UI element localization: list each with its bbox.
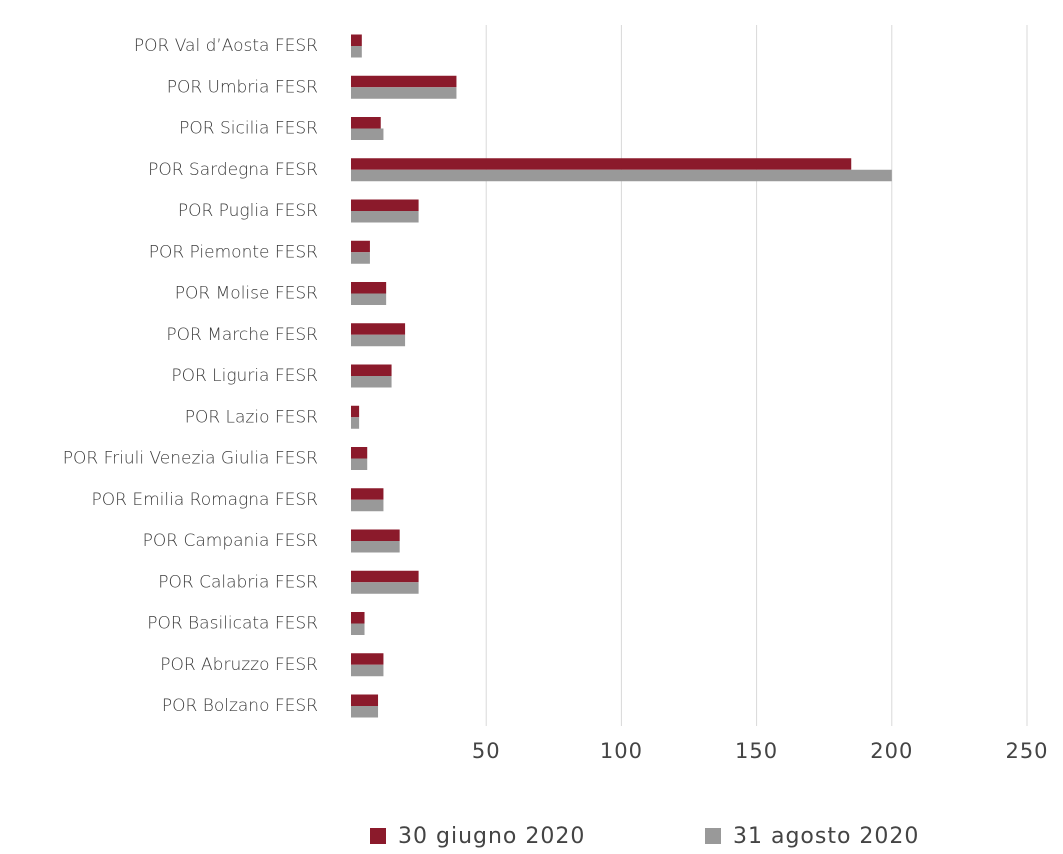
bar bbox=[351, 323, 406, 335]
bar bbox=[351, 87, 457, 99]
bar bbox=[351, 541, 400, 553]
bar bbox=[351, 664, 384, 677]
bar bbox=[351, 334, 406, 347]
category-label: POR Sicilia FESR bbox=[179, 119, 318, 139]
bar bbox=[351, 499, 384, 512]
bar bbox=[351, 488, 384, 500]
category-label: POR Bolzano FESR bbox=[162, 696, 318, 716]
category-label: POR Sardegna FESR bbox=[148, 160, 318, 180]
bar bbox=[351, 211, 419, 223]
category-label: POR Emilia Romagna FESR bbox=[92, 490, 319, 510]
bar bbox=[351, 694, 379, 706]
bar bbox=[351, 199, 419, 211]
category-label: POR Liguria FESR bbox=[171, 366, 318, 386]
bar bbox=[351, 282, 387, 294]
category-label: POR Abruzzo FESR bbox=[160, 655, 318, 675]
x-tick-label: 200 bbox=[870, 739, 913, 763]
bar bbox=[351, 458, 368, 470]
bar bbox=[351, 612, 365, 624]
bar bbox=[351, 623, 365, 635]
bar bbox=[351, 75, 457, 88]
category-label: POR Piemonte FESR bbox=[149, 242, 318, 262]
category-label: POR Umbria FESR bbox=[167, 77, 318, 97]
legend-swatch bbox=[705, 828, 721, 844]
bar bbox=[351, 447, 368, 459]
bar bbox=[351, 252, 370, 264]
category-label: POR Calabria FESR bbox=[158, 572, 318, 592]
bar bbox=[351, 169, 892, 182]
bar bbox=[351, 417, 360, 429]
bar bbox=[351, 34, 362, 46]
bar bbox=[351, 293, 387, 305]
category-label: POR Molise FESR bbox=[175, 284, 318, 304]
bar bbox=[351, 529, 400, 541]
legend-swatch bbox=[370, 828, 386, 844]
legend-label: 31 agosto 2020 bbox=[733, 824, 919, 849]
legend-label: 30 giugno 2020 bbox=[398, 824, 585, 849]
bar bbox=[351, 706, 379, 718]
bar bbox=[351, 46, 362, 58]
category-label: POR Campania FESR bbox=[143, 531, 318, 551]
category-label: POR Marche FESR bbox=[166, 325, 318, 345]
bar bbox=[351, 128, 384, 140]
bar bbox=[351, 376, 392, 388]
category-label: POR Val d’Aosta FESR bbox=[134, 36, 318, 56]
bar bbox=[351, 582, 419, 594]
category-label: POR Basilicata FESR bbox=[147, 614, 318, 634]
bar bbox=[351, 364, 392, 376]
bar bbox=[351, 158, 852, 170]
x-tick-label: 250 bbox=[1005, 739, 1048, 763]
bar bbox=[351, 570, 419, 583]
bar bbox=[351, 240, 370, 253]
x-tick-label: 50 bbox=[472, 739, 501, 763]
category-label: POR Puglia FESR bbox=[178, 201, 318, 221]
bar bbox=[351, 117, 381, 129]
bar bbox=[351, 405, 360, 418]
x-tick-label: 150 bbox=[735, 739, 778, 763]
x-tick-label: 100 bbox=[600, 739, 643, 763]
category-label: POR Friuli Venezia Giulia FESR bbox=[63, 449, 318, 469]
category-label: POR Lazio FESR bbox=[185, 407, 318, 427]
bar bbox=[351, 653, 384, 665]
